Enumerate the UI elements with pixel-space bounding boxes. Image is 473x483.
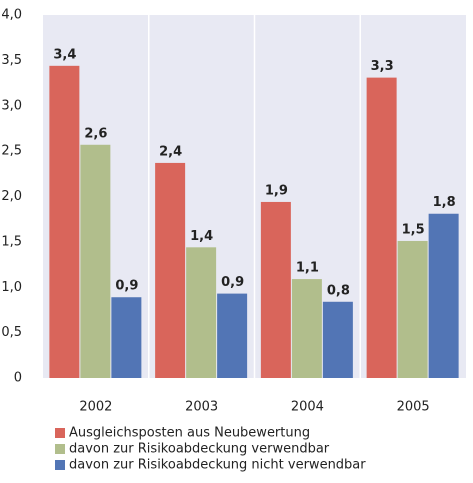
bar <box>155 162 186 378</box>
y-tick-label: 3,0 <box>1 98 22 113</box>
bar <box>49 65 80 378</box>
bar <box>80 144 111 378</box>
y-tick-label: 4,0 <box>1 8 22 23</box>
legend-swatch <box>55 444 65 454</box>
bar <box>260 201 291 378</box>
bar <box>366 77 397 379</box>
y-tick-label: 1,0 <box>1 280 22 295</box>
bar <box>217 293 248 378</box>
value-label: 3,3 <box>371 59 394 74</box>
legend-label: davon zur Risikoabdeckung verwendbar <box>69 442 330 457</box>
value-label: 1,4 <box>190 229 213 244</box>
value-label: 3,4 <box>53 47 76 62</box>
y-tick-label: 0,5 <box>1 325 22 340</box>
value-label: 2,4 <box>159 144 182 159</box>
x-tick-label: 2002 <box>79 400 112 415</box>
value-label: 0,8 <box>327 283 350 298</box>
y-tick-label: 3,5 <box>1 53 22 68</box>
legend-label: davon zur Risikoabdeckung nicht verwendb… <box>69 458 366 473</box>
x-tick-label: 2004 <box>291 400 324 415</box>
bar <box>428 213 459 378</box>
value-label: 2,6 <box>84 126 107 141</box>
y-tick-label: 2,5 <box>1 144 22 159</box>
bar <box>322 301 353 378</box>
y-tick-label: 2,0 <box>1 189 22 204</box>
value-label: 1,8 <box>433 195 456 210</box>
y-tick-label: 1,5 <box>1 234 22 249</box>
legend-swatch <box>55 460 65 470</box>
bar <box>397 240 428 378</box>
bar <box>186 247 217 378</box>
y-tick-label: 0 <box>14 371 22 386</box>
bar <box>111 297 142 378</box>
x-tick-label: 2003 <box>185 400 218 415</box>
value-label: 0,9 <box>115 279 138 294</box>
bar <box>291 279 322 378</box>
x-tick-label: 2005 <box>397 400 430 415</box>
legend-label: Ausgleichsposten aus Neubewertung <box>69 426 310 441</box>
value-label: 1,5 <box>402 222 425 237</box>
legend-swatch <box>55 428 65 438</box>
value-label: 1,9 <box>265 183 288 198</box>
value-label: 0,9 <box>221 275 244 290</box>
value-label: 1,1 <box>296 261 319 276</box>
